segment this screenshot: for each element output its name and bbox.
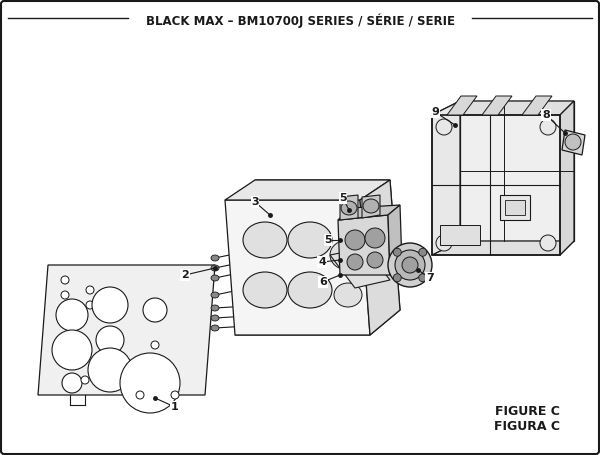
Ellipse shape: [565, 134, 581, 150]
Ellipse shape: [243, 272, 287, 308]
Ellipse shape: [151, 356, 159, 364]
Ellipse shape: [62, 373, 82, 393]
Text: 8: 8: [542, 110, 550, 120]
Ellipse shape: [540, 119, 556, 135]
Ellipse shape: [56, 299, 88, 331]
Polygon shape: [522, 96, 552, 115]
Ellipse shape: [61, 291, 69, 299]
Polygon shape: [340, 195, 358, 220]
Polygon shape: [432, 101, 460, 255]
Ellipse shape: [419, 274, 427, 282]
Polygon shape: [338, 215, 390, 275]
Ellipse shape: [136, 391, 144, 399]
Ellipse shape: [92, 287, 128, 323]
Ellipse shape: [388, 243, 432, 287]
Polygon shape: [255, 180, 400, 310]
Ellipse shape: [211, 292, 219, 298]
Ellipse shape: [211, 325, 219, 331]
Ellipse shape: [436, 235, 452, 251]
Polygon shape: [360, 180, 400, 335]
Ellipse shape: [211, 275, 219, 281]
Polygon shape: [460, 101, 574, 241]
Ellipse shape: [540, 235, 556, 251]
Text: 5: 5: [339, 193, 347, 203]
Polygon shape: [500, 195, 530, 220]
Polygon shape: [440, 225, 480, 245]
Ellipse shape: [334, 283, 362, 307]
Ellipse shape: [81, 376, 89, 384]
Polygon shape: [388, 205, 402, 275]
Ellipse shape: [402, 257, 418, 273]
Ellipse shape: [393, 274, 401, 282]
Ellipse shape: [367, 252, 383, 268]
Ellipse shape: [347, 254, 363, 270]
Polygon shape: [432, 241, 574, 255]
Text: 5: 5: [324, 235, 332, 245]
Ellipse shape: [86, 301, 94, 309]
Polygon shape: [235, 310, 400, 335]
Ellipse shape: [211, 265, 219, 271]
Polygon shape: [482, 96, 512, 115]
Ellipse shape: [365, 228, 385, 248]
Ellipse shape: [151, 341, 159, 349]
Text: FIGURE C: FIGURE C: [495, 405, 560, 418]
Ellipse shape: [243, 222, 287, 258]
Ellipse shape: [143, 298, 167, 322]
Ellipse shape: [419, 248, 427, 256]
Polygon shape: [562, 130, 585, 155]
Text: BLACK MAX – BM10700J SERIES / SÉRIE / SERIE: BLACK MAX – BM10700J SERIES / SÉRIE / SE…: [146, 13, 455, 27]
Ellipse shape: [288, 222, 332, 258]
Polygon shape: [225, 180, 390, 200]
Ellipse shape: [52, 330, 92, 370]
Text: 6: 6: [319, 277, 327, 287]
Polygon shape: [330, 248, 390, 288]
Text: 9: 9: [431, 107, 439, 117]
Ellipse shape: [211, 255, 219, 261]
Ellipse shape: [211, 315, 219, 321]
Polygon shape: [338, 205, 400, 220]
Polygon shape: [38, 265, 215, 395]
Ellipse shape: [345, 230, 365, 250]
Polygon shape: [432, 101, 574, 115]
Polygon shape: [362, 195, 380, 218]
Text: 7: 7: [426, 273, 434, 283]
Polygon shape: [560, 101, 574, 255]
Ellipse shape: [61, 276, 69, 284]
Ellipse shape: [395, 250, 425, 280]
Ellipse shape: [211, 305, 219, 311]
Ellipse shape: [363, 199, 379, 213]
Ellipse shape: [96, 326, 124, 354]
Text: FIGURA C: FIGURA C: [494, 420, 560, 433]
Ellipse shape: [288, 272, 332, 308]
Ellipse shape: [330, 240, 366, 270]
Polygon shape: [505, 200, 525, 215]
Text: 2: 2: [181, 270, 189, 280]
Polygon shape: [447, 96, 477, 115]
Ellipse shape: [86, 286, 94, 294]
Ellipse shape: [341, 201, 357, 215]
Ellipse shape: [88, 348, 132, 392]
Text: 1: 1: [171, 402, 179, 412]
Text: 3: 3: [251, 197, 259, 207]
Ellipse shape: [393, 248, 401, 256]
Ellipse shape: [120, 353, 180, 413]
Polygon shape: [225, 200, 370, 335]
Ellipse shape: [436, 119, 452, 135]
Ellipse shape: [171, 391, 179, 399]
Text: 4: 4: [318, 257, 326, 267]
